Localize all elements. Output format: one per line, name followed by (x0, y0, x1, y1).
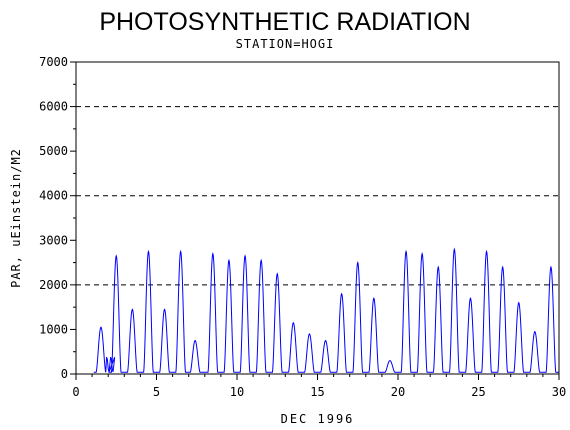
x-tick-label: 10 (230, 385, 244, 399)
series-layer (93, 247, 559, 373)
chart-subtitle: STATION=HOGI (236, 37, 335, 51)
x-tick-label: 5 (153, 385, 160, 399)
y-tick-label: 3000 (39, 233, 68, 247)
y-tick-label: 1000 (39, 322, 68, 336)
y-axis-label: PAR, uEinstein/M2 (9, 148, 23, 288)
y-tick-label: 2000 (39, 278, 68, 292)
y-axis: 0 1000 2000 3000 4000 5000 6000 7000 (39, 55, 76, 381)
x-tick-label: 0 (72, 385, 79, 399)
plot-frame (75, 61, 560, 375)
chart-title: PHOTOSYNTHETIC RADIATION (99, 8, 470, 36)
par-series-line (93, 247, 559, 373)
x-tick-label: 30 (552, 385, 566, 399)
y-tick-label: 4000 (39, 189, 68, 203)
y-tick-label: 7000 (39, 55, 68, 69)
x-axis: 0 5 10 15 20 25 30 (72, 374, 566, 399)
y-tick-label: 0 (61, 367, 68, 381)
x-tick-label: 25 (471, 385, 485, 399)
x-tick-label: 15 (310, 385, 324, 399)
x-tick-label: 20 (391, 385, 405, 399)
y-tick-label: 6000 (39, 100, 68, 114)
reference-lines (76, 106, 559, 286)
y-tick-label: 5000 (39, 144, 68, 158)
x-axis-label: DEC 1996 (281, 412, 355, 426)
